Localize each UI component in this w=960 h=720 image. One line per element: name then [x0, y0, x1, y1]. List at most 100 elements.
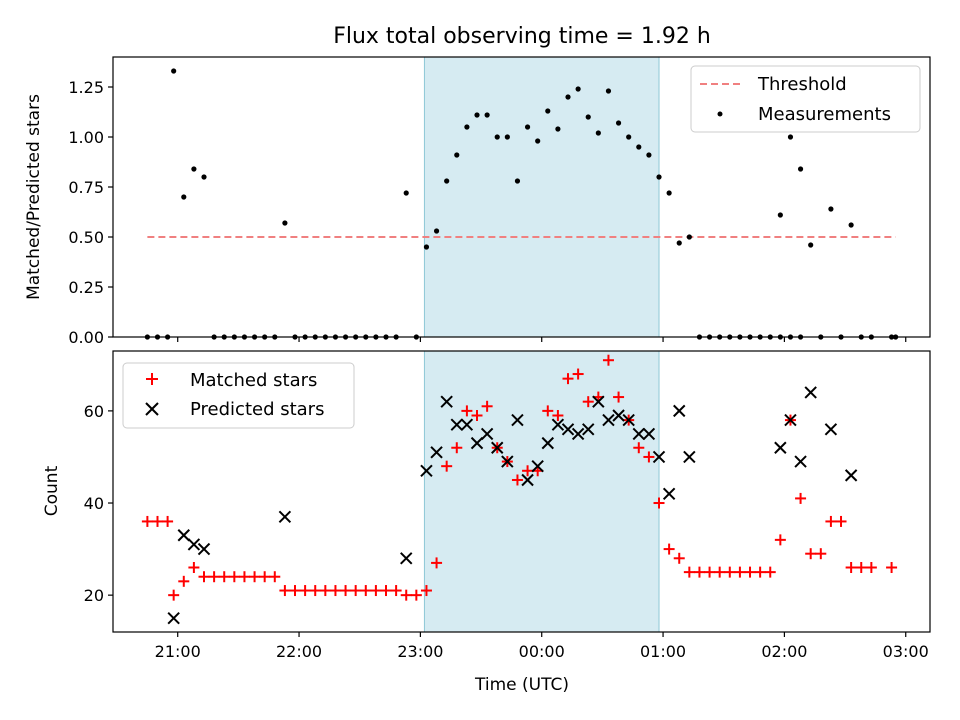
matched-star-point — [886, 562, 898, 574]
x-tick-label: 22:00 — [276, 642, 322, 661]
measurement-point — [514, 178, 521, 184]
measurement-point — [585, 114, 591, 120]
top-y-tick-label: 1.25 — [68, 78, 104, 97]
measurement-point — [565, 94, 571, 100]
predicted-star-point — [551, 418, 565, 431]
top-panel: Flux total observing time = 1.92 h Match… — [24, 24, 931, 347]
matched-star-point — [441, 460, 453, 472]
top-legend: Threshold Measurements — [690, 65, 921, 133]
matched-star-point — [198, 571, 210, 583]
matched-star-point — [350, 585, 362, 597]
measurement-point — [282, 220, 288, 226]
measurement-point — [575, 86, 581, 92]
matched-star-point — [218, 571, 230, 583]
matched-star-point — [279, 585, 291, 597]
matched-star-point — [420, 585, 432, 597]
measurement-point — [545, 108, 551, 114]
top-shaded-interval — [423, 56, 660, 338]
matched-star-point — [259, 571, 271, 583]
x-tick-label: 03:00 — [883, 642, 929, 661]
predicted-star-point — [602, 413, 615, 427]
measurement-point — [403, 190, 409, 196]
measurement-point — [191, 166, 197, 172]
predicted-star-point — [531, 459, 544, 473]
predicted-star-point — [400, 552, 413, 565]
predicted-star-point — [187, 538, 201, 551]
predicted-star-point — [521, 473, 534, 487]
x-tick-label: 21:00 — [155, 642, 201, 661]
matched-star-point — [663, 543, 675, 555]
matched-star-point — [329, 585, 341, 597]
matched-star-point — [815, 548, 827, 560]
predicted-star-point — [824, 423, 838, 436]
predicted-star-point — [592, 395, 605, 408]
predicted-star-point — [844, 469, 858, 482]
predicted-star-point — [511, 413, 524, 427]
legend-measurements-label: Measurements — [758, 104, 891, 125]
matched-star-point — [704, 566, 716, 578]
matched-star-point — [309, 585, 321, 597]
matched-star-point — [562, 373, 574, 385]
matched-star-point — [360, 585, 372, 597]
matched-star-point — [633, 442, 645, 454]
top-y-ticks: 0.00 0.25 0.50 0.75 1.00 1.25 — [68, 78, 113, 347]
bottom-y-tick-label: 60 — [84, 402, 104, 421]
predicted-star-point — [480, 427, 494, 441]
matched-star-point — [754, 566, 766, 578]
predicted-star-point — [420, 464, 433, 477]
x-tick-label: 02:00 — [761, 642, 807, 661]
measurement-point — [615, 120, 622, 126]
measurement-point — [646, 152, 652, 158]
top-x-ticks — [177, 337, 907, 342]
measurement-point — [595, 130, 601, 136]
x-axis-label: Time (UTC) — [474, 675, 569, 695]
predicted-star-point — [440, 395, 453, 408]
matched-star-point — [340, 585, 352, 597]
matched-star-point — [714, 566, 726, 578]
matched-star-point — [724, 566, 736, 578]
measurement-point — [433, 228, 440, 234]
top-y-axis-label: Matched/Predicted stars — [24, 94, 44, 300]
measurement-point — [181, 194, 187, 200]
top-y-tick-label: 0.25 — [68, 278, 104, 297]
predicted-star-point — [561, 423, 575, 436]
matched-star-point — [552, 409, 564, 421]
matched-star-point — [683, 566, 695, 578]
matched-star-point — [289, 585, 301, 597]
matched-star-point — [643, 451, 655, 463]
predicted-star-point — [612, 409, 625, 422]
matched-star-point — [188, 562, 200, 574]
legend-matched-label: Matched stars — [190, 370, 317, 391]
predicted-star-point — [804, 386, 817, 399]
matched-star-point — [845, 562, 857, 574]
matched-star-point — [835, 515, 847, 527]
matched-star-point — [208, 571, 220, 583]
legend-predicted-swatch — [145, 402, 159, 416]
matched-star-point — [855, 562, 867, 574]
predicted-star-point — [197, 542, 211, 556]
predicted-star-point — [167, 611, 180, 625]
legend-measurements-swatch — [717, 111, 723, 117]
measurement-point — [494, 134, 500, 140]
x-tick-label: 23:00 — [397, 642, 443, 661]
measurement-point — [555, 126, 561, 132]
bottom-y-ticks: 20 40 60 — [84, 402, 113, 605]
measurement-point — [777, 212, 783, 218]
top-y-tick-label: 0.00 — [68, 328, 104, 347]
measurement-point — [464, 124, 470, 130]
matched-star-point — [249, 571, 261, 583]
top-plot-frame — [112, 56, 931, 338]
predicted-star-point — [774, 441, 787, 454]
measurement-point — [423, 244, 430, 250]
matched-star-point — [461, 405, 473, 417]
predicted-star-point — [541, 436, 554, 450]
matched-star-point — [431, 557, 443, 569]
measurement-point — [808, 242, 814, 248]
x-tick-label: 01:00 — [640, 642, 686, 661]
predicted-star-point — [491, 441, 504, 454]
bottom-x-ticks: 21:00 22:00 23:00 00:00 01:00 02:00 03:00 — [155, 632, 929, 661]
matched-star-point — [151, 515, 163, 527]
matched-star-point — [238, 571, 250, 583]
bottom-legend: Matched stars Predicted stars — [122, 362, 355, 429]
